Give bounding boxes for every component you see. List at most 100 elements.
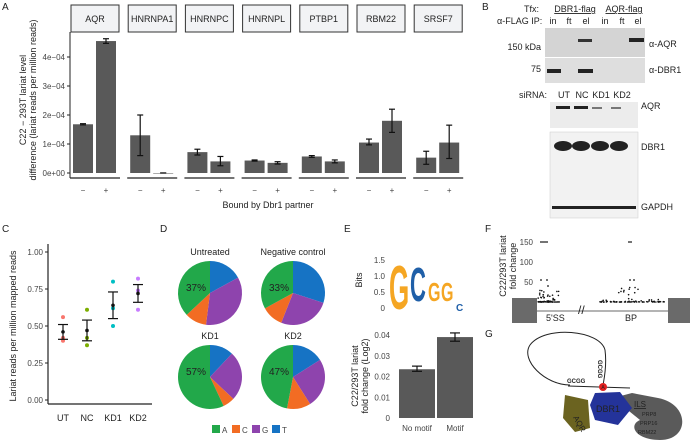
x-tick-label: − — [252, 186, 257, 195]
legend-label: G — [262, 426, 268, 435]
legend-label: C — [242, 426, 248, 435]
data-point — [539, 296, 542, 299]
data-point — [542, 293, 545, 296]
logo-letter: G — [389, 254, 409, 323]
data-point — [643, 301, 645, 303]
data-point — [556, 290, 558, 293]
x-tick-label: + — [161, 186, 166, 195]
sirna-nc: NC — [576, 90, 589, 100]
data-point — [628, 288, 630, 290]
branch-point-icon — [599, 383, 607, 391]
panel-g-diagram: GCGG GCGG AQR DBR1 ILS PRP8 PRP16 RBM22 … — [527, 331, 683, 440]
data-point — [638, 301, 641, 303]
data-point — [650, 300, 653, 303]
data-point — [546, 279, 548, 281]
legend-label: T — [282, 426, 287, 435]
x-tick-label: − — [81, 186, 86, 195]
ils-label: ILS — [634, 400, 646, 409]
panel-c-ylabel: Lariat reads per million mapped reads — [8, 250, 18, 402]
lane-label: in — [549, 16, 556, 26]
mean-point — [111, 303, 115, 308]
logo-letter: C — [410, 257, 426, 311]
label-line: C22 − 293T lariat level — [18, 55, 28, 145]
panel-label-a: A — [2, 2, 9, 13]
data-point — [540, 289, 543, 292]
motif-label: GCGG — [596, 360, 602, 379]
pie-title: KD1 — [201, 331, 219, 341]
data-point — [635, 301, 638, 303]
data-point — [628, 301, 631, 303]
sirna-blot-aqr — [550, 102, 638, 128]
data-point — [546, 301, 548, 303]
pie-percent-label: 37% — [186, 283, 206, 294]
data-point — [620, 290, 622, 293]
pie-percent-label: 33% — [269, 283, 289, 294]
data-point — [642, 301, 644, 303]
exon-left — [512, 298, 537, 323]
x-tick-label: − — [309, 186, 314, 195]
data-point — [85, 343, 89, 348]
data-point — [543, 291, 545, 293]
blot-band — [629, 38, 644, 42]
panel-e: Bits C22/293T lariatfold change (Log2) 0… — [350, 254, 473, 433]
data-point — [628, 286, 631, 289]
logo-letter: G — [428, 278, 440, 307]
data-point — [551, 294, 554, 296]
bar — [73, 124, 93, 173]
motif-label: GCGG — [567, 379, 586, 385]
antibody-aqr: α-AQR — [649, 39, 677, 49]
data-point — [647, 301, 649, 303]
data-point — [620, 287, 623, 290]
data-point — [547, 285, 549, 287]
legend-swatch — [272, 425, 280, 433]
y-tick-label: 3e−04 — [43, 82, 66, 91]
data-point — [613, 301, 616, 303]
data-point — [628, 241, 630, 243]
y-tick-label: 150 — [520, 238, 534, 247]
panel-label-f: F — [485, 224, 491, 235]
x-tick-label: − — [138, 186, 143, 195]
protein-dbr1: DBR1 — [641, 142, 665, 152]
data-point — [634, 286, 636, 289]
pie-slice-T — [210, 261, 239, 293]
facet-label: SRSF7 — [424, 14, 453, 24]
y-tick-label: 0.04 — [374, 331, 390, 340]
facet-label: HNRNPL — [248, 14, 285, 24]
label-line: fold change — [508, 243, 518, 290]
protein-gapdh: GAPDH — [641, 202, 673, 212]
data-point — [555, 301, 558, 303]
panel-label-e: E — [344, 224, 351, 235]
data-point — [538, 292, 541, 294]
pie-slice-G — [210, 353, 243, 399]
x-tick-label: KD2 — [129, 413, 147, 423]
facet-strip — [356, 4, 406, 33]
data-point — [111, 324, 115, 328]
x-tick-label: + — [275, 186, 280, 195]
pie-title: KD2 — [284, 331, 302, 341]
y-tick-label: 1e−04 — [43, 140, 66, 149]
antibody-dbr1: α-DBR1 — [649, 65, 681, 75]
pie-percent-label: 47% — [269, 367, 289, 378]
data-point — [659, 300, 662, 303]
logo-ylabel: Bits — [354, 272, 364, 288]
lariat-loop — [527, 331, 607, 386]
data-point — [557, 290, 560, 293]
tfx-label: Tfx: — [524, 4, 539, 14]
y-tick-label: 0.25 — [27, 359, 43, 368]
legend-swatch — [252, 425, 260, 433]
data-point — [538, 294, 541, 296]
y-tick-label: 0.75 — [27, 285, 43, 294]
pie-slice-T — [293, 345, 321, 377]
pie-percent-label: 57% — [186, 367, 206, 378]
ip-blot-dbr1 — [545, 58, 645, 83]
data-point — [85, 307, 89, 312]
x-tick-label: − — [195, 186, 200, 195]
x-tick-label: − — [367, 186, 372, 195]
data-point — [648, 299, 651, 301]
facet-label: PTBP1 — [310, 14, 339, 24]
aqr-shape — [563, 395, 590, 432]
branch-label: A — [601, 385, 605, 391]
pie-slice-A — [261, 261, 293, 309]
facet-strip — [413, 4, 463, 33]
